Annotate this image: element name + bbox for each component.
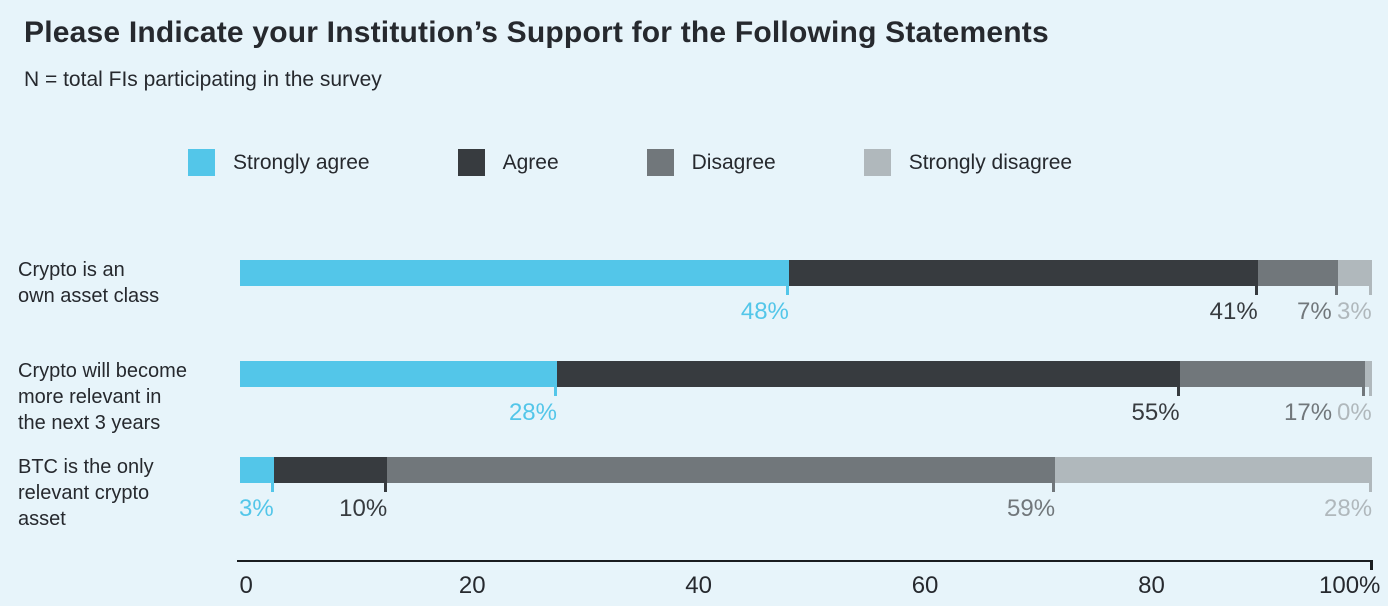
x-axis-tick-label: 0 <box>239 572 253 599</box>
segment-value-label: 10% <box>339 495 388 522</box>
segment-tick <box>785 286 789 295</box>
bar-segment-agree <box>788 260 1258 286</box>
segment-tick <box>1254 286 1258 295</box>
segment-tick <box>1369 286 1372 295</box>
bar-segment-agree <box>273 457 388 483</box>
legend-label: Strongly disagree <box>908 150 1073 174</box>
legend-item-strongly-agree: Strongly agree <box>188 149 370 176</box>
category-label-btc-is-the-only-relevant: BTC is the only relevant crypto asset <box>18 454 240 532</box>
category-label-line: Crypto will become <box>18 360 187 382</box>
segment-value-label: 3% <box>1337 298 1372 325</box>
category-label-crypto-will-become-more-: Crypto will become more relevant in the ne… <box>18 358 240 436</box>
legend-item-agree: Agree <box>457 149 559 176</box>
legend-swatch-strongly-agree <box>188 149 215 176</box>
bar-segment-disagree <box>1179 361 1365 387</box>
legend-label: Strongly agree <box>233 150 370 174</box>
category-label-crypto-is-an-own-asset-c: Crypto is an own asset class <box>18 257 240 309</box>
bar-segment-agree <box>556 361 1180 387</box>
stacked-bar <box>240 361 1372 387</box>
bar-segment-strongly-agree <box>240 260 789 286</box>
segment-value-label: 48% <box>740 298 789 325</box>
segment-value-label: 55% <box>1131 399 1180 426</box>
x-axis-tick-label: 80 <box>1138 572 1165 599</box>
bar-segment-strongly-agree <box>240 361 557 387</box>
segment-value-label: 28% <box>508 399 557 426</box>
category-label-line: the next 3 years <box>18 412 161 434</box>
category-label-line: asset <box>18 508 66 530</box>
bar-segment-disagree <box>387 457 1056 483</box>
bar-row: 48% 41% 7% 3% <box>240 260 1372 326</box>
category-label-line: Crypto is an <box>18 259 125 281</box>
category-label-line: BTC is the only <box>18 456 154 478</box>
x-axis-tick-label: 60 <box>911 572 939 599</box>
segment-tick <box>270 483 274 492</box>
bar-segment-strongly-disagree <box>1337 260 1372 286</box>
category-label-line: more relevant in <box>18 386 162 408</box>
segment-value-label: 0% <box>1337 399 1372 426</box>
x-axis-tick-label: 100% <box>1319 572 1381 599</box>
x-axis-tick-label: 40 <box>685 572 712 599</box>
stacked-bar <box>240 260 1372 286</box>
legend-item-strongly-disagree: Strongly disagree <box>863 149 1073 176</box>
stacked-bar <box>240 457 1372 483</box>
bar-segment-strongly-disagree <box>1055 457 1372 483</box>
legend-swatch-strongly-disagree <box>863 149 891 176</box>
bar-segment-strongly-agree <box>240 457 274 483</box>
segment-tick <box>384 483 388 492</box>
legend-label: Agree <box>502 150 559 174</box>
legend-label: Disagree <box>691 150 776 174</box>
segment-value-label: 59% <box>1007 495 1056 522</box>
segment-tick <box>553 387 557 396</box>
x-axis-end-tick <box>1370 560 1373 570</box>
legend-item-disagree: Disagree <box>646 149 776 176</box>
bar-segment-disagree <box>1257 260 1338 286</box>
bar-segment-strongly-disagree <box>1364 361 1372 387</box>
chart-title: Please Indicate your Institution’s Suppo… <box>24 16 1049 49</box>
category-label-line: relevant crypto <box>18 482 150 504</box>
x-axis-tick-label: 20 <box>458 572 486 599</box>
segment-value-label: 3% <box>238 495 274 522</box>
segment-tick <box>1369 387 1372 396</box>
segment-tick <box>1362 387 1365 396</box>
segment-tick <box>1334 286 1338 295</box>
segment-value-label: 41% <box>1209 298 1258 325</box>
bar-row: 3% 10% 59% 28% <box>238 457 1373 523</box>
segment-tick <box>1369 483 1372 492</box>
chart-subtitle: N = total FIs participating in the surve… <box>24 68 382 91</box>
segment-value-label: 28% <box>1324 495 1373 522</box>
bar-row: 28% 55% 17% 0% <box>240 361 1372 427</box>
segment-value-label: 17% <box>1284 399 1333 426</box>
segment-value-label: 7% <box>1297 298 1332 325</box>
segment-tick <box>1052 483 1056 492</box>
category-label-line: own asset class <box>18 285 160 307</box>
segment-tick <box>1176 387 1180 396</box>
legend-swatch-disagree <box>646 149 674 176</box>
x-axis-line <box>237 560 1373 562</box>
legend-swatch-agree <box>457 149 485 176</box>
legend: Strongly agree Agree Disagree Strongly disa… <box>188 149 1072 176</box>
